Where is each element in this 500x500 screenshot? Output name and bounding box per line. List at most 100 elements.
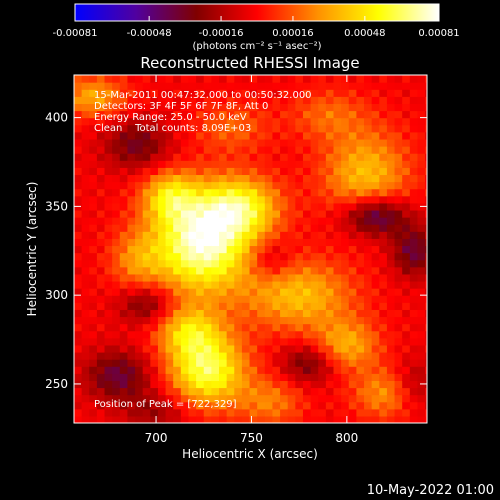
heatmap-cell [226,217,235,225]
heatmap-cell [409,103,419,112]
heatmap-cell [333,96,342,105]
heatmap-cell [89,401,98,410]
heatmap-cell [203,167,212,176]
heatmap-cell [371,202,380,211]
heatmap-cell [96,309,106,318]
heatmap-cell [188,153,197,161]
heatmap-cell [287,415,296,423]
heatmap-cell [425,351,427,360]
heatmap-cell [249,181,258,190]
heatmap-cell [150,153,159,161]
heatmap-cell [310,344,319,353]
heatmap-cell [119,323,129,332]
heatmap-cell [127,330,136,339]
heatmap-cell [386,266,396,275]
heatmap-cell [364,96,373,105]
heatmap-cell [295,75,304,83]
heatmap-cell [318,188,327,197]
heatmap-cell [219,387,228,396]
heatmap-cell [417,96,426,105]
heatmap-cell [127,89,136,97]
heatmap-cell [211,387,220,396]
heatmap-cell [302,309,312,318]
heatmap-cell [295,351,304,360]
heatmap-cell [226,337,235,346]
heatmap-cell [264,217,274,225]
heatmap-cell [257,146,266,154]
heatmap-cell [264,415,274,423]
heatmap-cell [89,266,98,275]
heatmap-cell [257,117,266,126]
heatmap-cell [165,280,174,289]
heatmap-cell [379,295,388,303]
heatmap-cell [89,330,98,339]
heatmap-cell [249,259,258,268]
heatmap-cell [219,323,228,332]
heatmap-cell [425,124,427,133]
heatmap-cell [234,167,243,176]
heatmap-cell [302,323,312,332]
heatmap-cell [287,188,296,197]
heatmap-cell [81,231,90,239]
heatmap-cell [302,124,312,133]
heatmap-cell [341,96,350,105]
heatmap-cell [219,288,228,296]
heatmap-cell [188,415,197,423]
heatmap-cell [89,209,98,218]
heatmap-cell [196,373,205,381]
heatmap-cell [371,309,380,318]
heatmap-cell [310,138,319,147]
heatmap-cell [157,273,167,282]
heatmap-cell [264,103,274,112]
heatmap-cell [89,252,98,261]
heatmap-cell [234,160,243,168]
heatmap-cell [325,401,335,410]
heatmap-cell [333,110,342,119]
heatmap-cell [173,344,182,353]
heatmap-cell [257,181,266,190]
heatmap-cell [211,302,220,310]
heatmap-cell [402,167,411,176]
heatmap-cell [287,330,296,339]
heatmap-cell [272,195,281,204]
heatmap-cell [264,273,274,282]
heatmap-cell [188,75,197,83]
heatmap-cell [356,167,365,176]
heatmap-cell [379,89,388,97]
heatmap-cell [180,89,190,97]
heatmap-cell [325,231,335,239]
heatmap-cell [180,146,190,154]
heatmap-cell [226,146,235,154]
heatmap-cell [81,188,90,197]
heatmap-cell [249,373,258,381]
heatmap-cell [272,415,281,423]
heatmap-cell [302,273,312,282]
heatmap-cell [325,344,335,353]
heatmap-cell [241,82,251,90]
heatmap-cell [226,302,235,310]
heatmap-cell [180,252,190,261]
heatmap-cell [333,302,342,310]
heatmap-cell [417,302,426,310]
heatmap-cell [211,380,220,389]
heatmap-cell [241,380,251,389]
heatmap-cell [135,75,144,83]
heatmap-cell [287,238,296,247]
heatmap-cell [264,124,274,133]
heatmap-cell [409,344,419,353]
heatmap-cell [127,124,136,133]
heatmap-cell [364,373,373,381]
heatmap-cell [74,408,83,417]
heatmap-cell [272,245,281,254]
heatmap-cell [196,117,205,126]
heatmap-cell [364,245,373,254]
heatmap-cell [165,288,174,296]
heatmap-cell [234,288,243,296]
heatmap-cell [234,415,243,423]
heatmap-cell [219,188,228,197]
heatmap-cell [364,337,373,346]
heatmap-cell [241,252,251,261]
heatmap-cell [104,217,113,225]
heatmap-cell [394,245,403,254]
heatmap-cell [394,89,403,97]
